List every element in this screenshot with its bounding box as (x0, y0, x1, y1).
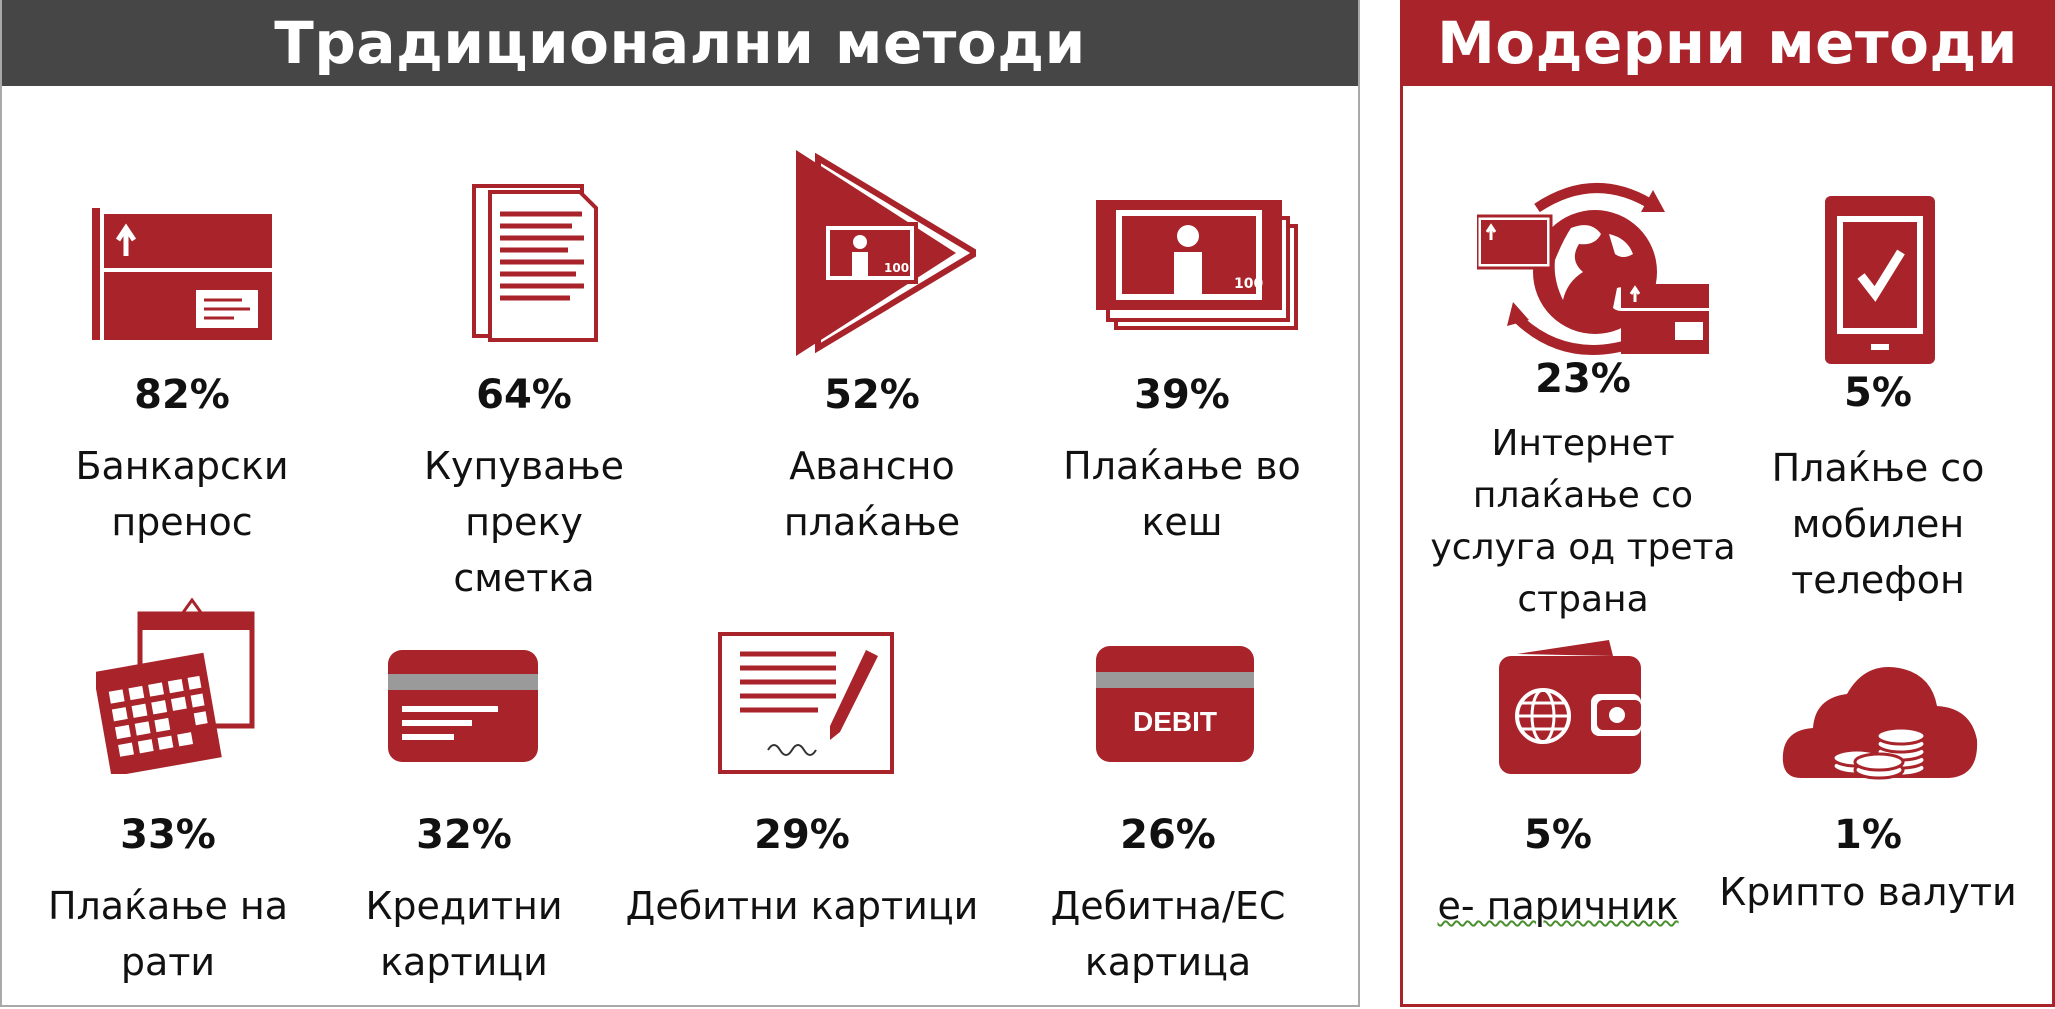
invoice-percent: 64% (476, 372, 572, 418)
globe-transfer-icon (1477, 178, 1709, 358)
bank-transfer-percent: 82% (134, 372, 230, 418)
bank-transfer-icon (92, 208, 272, 340)
third-party-percent: 23% (1535, 356, 1631, 402)
invoice-icon (472, 184, 600, 342)
mobile-payment-percent: 5% (1844, 370, 1912, 416)
cheque-pen-icon (718, 632, 894, 774)
e-wallet-label: е- паричник (1437, 884, 1679, 928)
advance-payment-label: Авансно плаќање (783, 444, 961, 544)
calendar-icon (96, 598, 256, 774)
e-wallet-icon (1499, 640, 1641, 774)
credit-cards-label: Кредитни картици (365, 884, 563, 984)
debit-ec-card-percent: 26% (1120, 812, 1216, 858)
third-party-label: Интернет плаќање со услуга од трета стра… (1430, 423, 1736, 620)
installments-percent: 33% (120, 812, 216, 858)
crypto-percent: 1% (1834, 812, 1902, 858)
debit-cards-label: Дебитни картици (625, 884, 979, 928)
bank-transfer-label: Банкарски пренос (75, 444, 289, 544)
debit-card-icon: DEBIT (1096, 646, 1254, 762)
installments-label: Плаќање на рати (47, 884, 289, 984)
traditional-methods-title: Традиционални методи (2, 0, 1358, 86)
credit-cards-percent: 32% (416, 812, 512, 858)
svg-text:100: 100 (884, 261, 909, 275)
crypto-coins-icon (1781, 658, 1979, 786)
credit-card-icon (388, 650, 538, 762)
invoice-label: Купување преку сметка (423, 444, 624, 600)
debit-card-text: DEBIT (1133, 706, 1217, 737)
traditional-methods-panel: Традиционални методи 82% Банкарски прено… (0, 0, 1360, 1007)
crypto-label: Крипто валути (1719, 870, 2017, 914)
modern-methods-panel: Модерни методи 23% Интернет плаќање со у… (1400, 0, 2055, 1007)
cash-percent: 39% (1134, 372, 1230, 418)
advance-payment-icon: 100 (796, 150, 976, 356)
debit-cards-percent: 29% (754, 812, 850, 858)
svg-text:100: 100 (1234, 276, 1263, 292)
mobile-phone-icon (1825, 196, 1935, 364)
cash-icon: 100 (1096, 200, 1298, 330)
e-wallet-percent: 5% (1524, 812, 1592, 858)
debit-ec-card-label: Дебитна/ЕС картица (1050, 884, 1286, 984)
advance-payment-percent: 52% (824, 372, 920, 418)
modern-methods-title: Модерни методи (1403, 0, 2052, 86)
cash-label: Плаќање во кеш (1063, 444, 1301, 544)
mobile-payment-label: Плаќње со мобилен телефон (1771, 446, 1985, 602)
